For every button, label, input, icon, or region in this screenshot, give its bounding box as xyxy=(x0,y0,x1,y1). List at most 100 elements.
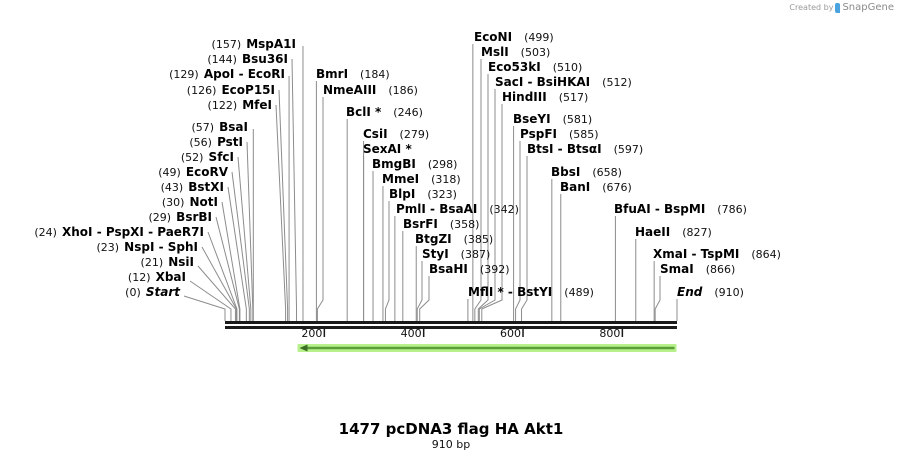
site-label[interactable]: BlpI (323) xyxy=(389,187,457,201)
restriction-site[interactable]: EcoNI (499) xyxy=(474,30,554,44)
restriction-site[interactable]: MmeI (318) xyxy=(382,172,461,186)
site-label[interactable]: (129) ApoI - EcoRI xyxy=(169,63,285,82)
restriction-site[interactable]: SacI - BsiHKAI (512) xyxy=(495,75,632,89)
restriction-site[interactable]: XmaI - TspMI (864) xyxy=(653,247,781,261)
site-label[interactable]: PmlI - BsaAI (342) xyxy=(396,202,519,216)
restriction-site[interactable]: BsaHI (392) xyxy=(429,262,510,276)
restriction-site[interactable]: BsrFI (358) xyxy=(403,217,479,231)
site-label[interactable]: SexAI * xyxy=(363,142,412,156)
site-label[interactable]: PspFI (585) xyxy=(520,127,599,141)
site-label[interactable]: BbsI (658) xyxy=(551,165,622,179)
restriction-site[interactable]: PspFI (585) xyxy=(520,127,599,141)
site-label[interactable]: MflI * - BstYI (489) xyxy=(468,285,594,299)
restriction-site[interactable]: BanI (676) xyxy=(560,180,632,194)
site-label[interactable]: BtgZI (385) xyxy=(415,232,493,246)
restriction-site[interactable]: BseYI (581) xyxy=(513,112,592,126)
site-label[interactable]: (122) MfeI xyxy=(208,94,272,113)
site-leader-line xyxy=(246,141,254,321)
site-label[interactable]: (49) EcoRV xyxy=(158,161,228,180)
restriction-site[interactable]: PmlI - BsaAI (342) xyxy=(396,202,519,216)
site-label[interactable]: (21) NsiI xyxy=(141,251,194,270)
restriction-site[interactable]: HaeII (827) xyxy=(635,225,712,239)
restriction-site[interactable]: SexAI * xyxy=(363,142,412,156)
restriction-site[interactable]: (12) XbaI xyxy=(128,266,186,285)
restriction-site[interactable]: (49) EcoRV xyxy=(158,161,228,180)
site-label[interactable]: EcoNI (499) xyxy=(474,30,554,44)
site-label[interactable]: (56) PstI xyxy=(189,131,243,150)
restriction-site[interactable]: (56) PstI xyxy=(189,131,243,150)
site-label[interactable]: (29) BsrBI xyxy=(148,206,212,225)
restriction-site[interactable]: NmeAIII (186) xyxy=(323,83,418,97)
restriction-site[interactable]: StyI (387) xyxy=(422,247,490,261)
restriction-site[interactable]: BmrI (184) xyxy=(316,67,390,81)
cut-position: (21) xyxy=(141,256,164,269)
restriction-site[interactable]: BmgBI (298) xyxy=(372,157,457,171)
site-label[interactable]: HaeII (827) xyxy=(635,225,712,239)
restriction-site[interactable]: SmaI (866) xyxy=(660,262,735,276)
ruler-top-strand xyxy=(225,321,677,324)
restriction-site[interactable]: (122) MfeI xyxy=(208,94,272,113)
restriction-site[interactable]: End (910) xyxy=(677,285,744,299)
site-label[interactable]: (12) XbaI xyxy=(128,266,186,285)
site-label[interactable]: CsiI (279) xyxy=(363,127,429,141)
restriction-site[interactable]: MflI * - BstYI (489) xyxy=(468,285,594,299)
restriction-site[interactable]: (21) NsiI xyxy=(141,251,194,270)
site-label[interactable]: (43) BstXI xyxy=(161,176,224,195)
restriction-site[interactable]: BtsI - BtsαI (597) xyxy=(527,142,643,156)
enzyme-name: SacI - BsiHKAI xyxy=(495,75,590,89)
site-label[interactable]: BfuAI - BspMI (786) xyxy=(614,202,747,216)
site-label[interactable]: HindIII (517) xyxy=(502,90,588,104)
restriction-site[interactable]: (29) BsrBI xyxy=(148,206,212,225)
site-label[interactable]: End (910) xyxy=(677,285,744,299)
site-label[interactable]: (52) SfcI xyxy=(181,146,234,165)
site-label[interactable]: (24) XhoI - PspXI - PaeR7I xyxy=(34,221,204,240)
site-label[interactable]: SmaI (866) xyxy=(660,262,735,276)
site-label[interactable]: XmaI - TspMI (864) xyxy=(653,247,781,261)
site-label[interactable]: BseYI (581) xyxy=(513,112,592,126)
restriction-site[interactable]: CsiI (279) xyxy=(363,127,429,141)
site-label[interactable]: BanI (676) xyxy=(560,180,632,194)
site-label[interactable]: (23) NspI - SphI xyxy=(96,236,198,255)
restriction-site[interactable]: (43) BstXI xyxy=(161,176,224,195)
site-label[interactable]: BtsI - BtsαI (597) xyxy=(527,142,643,156)
site-label[interactable]: (0) Start xyxy=(125,281,181,300)
restriction-site[interactable]: (52) SfcI xyxy=(181,146,234,165)
site-label[interactable]: MslI (503) xyxy=(481,45,550,59)
site-label[interactable]: (57) BsaI xyxy=(191,116,248,135)
restriction-site[interactable]: (0) Start xyxy=(125,281,181,300)
site-label[interactable]: BsrFI (358) xyxy=(403,217,479,231)
restriction-site[interactable]: BfuAI - BspMI (786) xyxy=(614,202,747,216)
site-label[interactable]: StyI (387) xyxy=(422,247,490,261)
feature-arrow[interactable] xyxy=(297,344,677,352)
restriction-site[interactable]: (23) NspI - SphI xyxy=(96,236,198,255)
restriction-site[interactable]: (126) EcoP15I xyxy=(187,79,275,98)
site-label[interactable]: BsaHI (392) xyxy=(429,262,510,276)
site-label[interactable]: MmeI (318) xyxy=(382,172,461,186)
site-label[interactable]: Eco53kI (510) xyxy=(488,60,582,74)
restriction-site[interactable]: (57) BsaI xyxy=(191,116,248,135)
site-label[interactable]: (144) Bsu36I xyxy=(207,48,288,67)
site-label[interactable]: BmrI (184) xyxy=(316,67,390,81)
restriction-site[interactable]: (144) Bsu36I xyxy=(207,48,288,67)
enzyme-name: BsaI xyxy=(219,120,248,134)
restriction-site[interactable]: (24) XhoI - PspXI - PaeR7I xyxy=(34,221,204,240)
restriction-site[interactable]: (30) NotI xyxy=(162,191,218,210)
restriction-site[interactable]: MslI (503) xyxy=(481,45,550,59)
cut-position: (585) xyxy=(569,128,599,141)
site-label[interactable]: (157) MspA1I xyxy=(212,33,296,52)
site-label[interactable]: BmgBI (298) xyxy=(372,157,457,171)
site-label[interactable]: (126) EcoP15I xyxy=(187,79,275,98)
restriction-site[interactable]: Eco53kI (510) xyxy=(488,60,582,74)
restriction-site[interactable]: BbsI (658) xyxy=(551,165,622,179)
restriction-site[interactable]: BlpI (323) xyxy=(389,187,457,201)
restriction-site[interactable]: BclI * (246) xyxy=(346,105,423,119)
site-label[interactable]: SacI - BsiHKAI (512) xyxy=(495,75,632,89)
restriction-site[interactable]: HindIII (517) xyxy=(502,90,588,104)
site-label[interactable]: (30) NotI xyxy=(162,191,218,210)
restriction-site[interactable]: (129) ApoI - EcoRI xyxy=(169,63,285,82)
enzyme-name: BanI xyxy=(560,180,590,194)
restriction-site[interactable]: (157) MspA1I xyxy=(212,33,296,52)
restriction-site[interactable]: BtgZI (385) xyxy=(415,232,493,246)
site-label[interactable]: NmeAIII (186) xyxy=(323,83,418,97)
site-label[interactable]: BclI * (246) xyxy=(346,105,423,119)
